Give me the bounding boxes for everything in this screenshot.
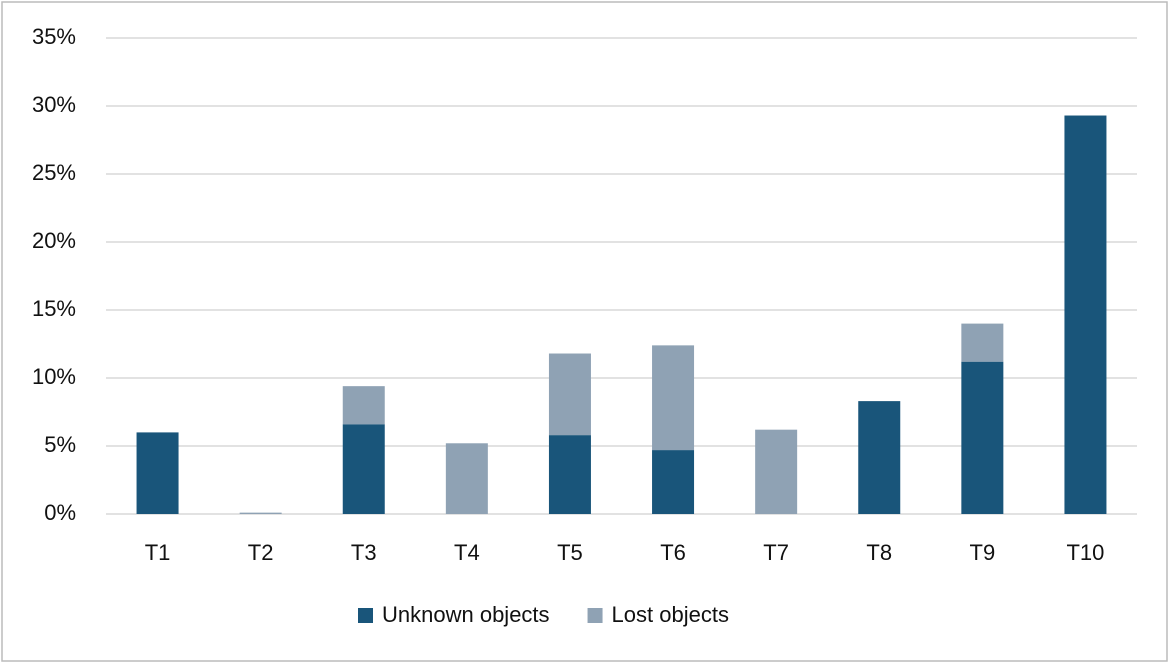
bar-segment <box>342 424 385 514</box>
y-tick-label: 25% <box>32 160 76 185</box>
bar-segment <box>858 401 901 514</box>
bar-segment <box>548 435 591 514</box>
bar-segment <box>755 429 798 514</box>
bar-segment <box>342 386 385 425</box>
bar-segment <box>652 450 695 514</box>
x-tick-label: T10 <box>1066 540 1104 565</box>
legend-swatch <box>358 608 373 623</box>
bar-segment <box>961 323 1004 362</box>
y-tick-label: 20% <box>32 228 76 253</box>
y-tick-label: 30% <box>32 92 76 117</box>
x-tick-label: T8 <box>866 540 892 565</box>
bar-segment <box>136 432 179 514</box>
bar-segment <box>239 512 282 514</box>
bar-segment <box>445 443 488 514</box>
legend-label: Lost objects <box>612 602 729 627</box>
x-tick-label: T2 <box>248 540 274 565</box>
x-tick-label: T7 <box>763 540 789 565</box>
y-tick-label: 15% <box>32 296 76 321</box>
y-tick-label: 10% <box>32 364 76 389</box>
y-tick-label: 0% <box>44 500 76 525</box>
y-tick-label: 35% <box>32 24 76 49</box>
legend-label: Unknown objects <box>382 602 550 627</box>
y-tick-label: 5% <box>44 432 76 457</box>
x-tick-label: T5 <box>557 540 583 565</box>
bar-segment <box>548 353 591 436</box>
bar-segment <box>652 345 695 451</box>
x-tick-label: T3 <box>351 540 377 565</box>
bar-segment <box>961 361 1004 514</box>
x-tick-label: T6 <box>660 540 686 565</box>
legend-swatch <box>587 608 603 623</box>
bar-segment <box>1064 115 1107 515</box>
x-tick-label: T1 <box>145 540 171 565</box>
x-tick-label: T4 <box>454 540 480 565</box>
x-tick-label: T9 <box>970 540 996 565</box>
